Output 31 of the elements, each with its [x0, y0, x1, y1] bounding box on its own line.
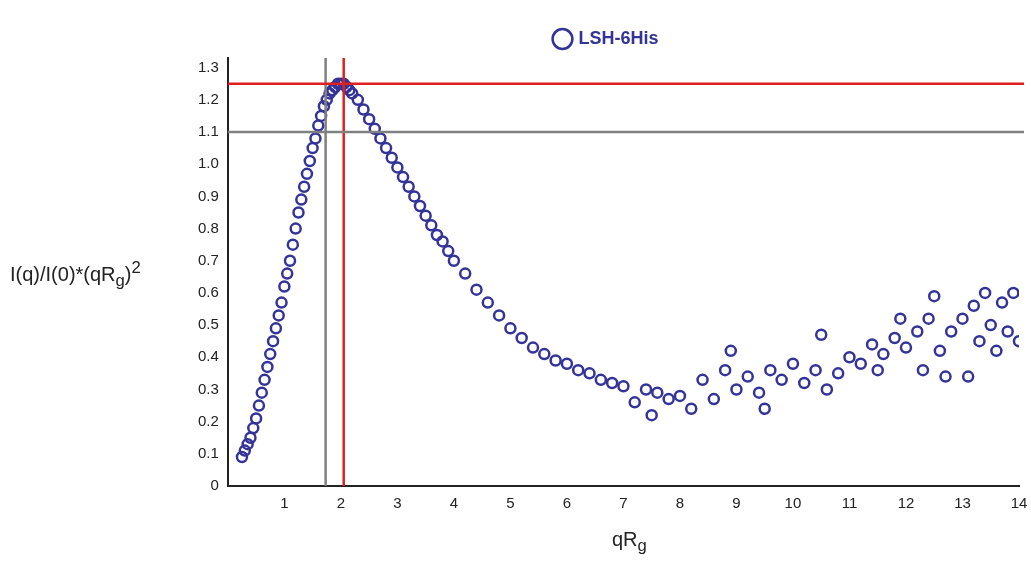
x-tick-label: 5	[506, 494, 515, 512]
y-tick-label: 0.3	[197, 379, 219, 397]
y-tick-label: 0.8	[197, 218, 219, 236]
y-tick-label: 0.9	[197, 186, 219, 204]
y-tick-label: 0.4	[197, 347, 219, 365]
y-axis-title: I(q)/I(0)*(qR$_{g}$)$^{2}$	[10, 258, 141, 291]
x-tick-label: 3	[393, 494, 402, 512]
x-tick-label: 14	[1010, 494, 1028, 512]
x-tick-label: 7	[619, 494, 628, 512]
y-tick-label: 1.1	[197, 122, 219, 140]
y-tick-label: 0.2	[197, 411, 219, 429]
y-tick-label: 1.3	[197, 57, 219, 75]
y-tick-label: 1.2	[197, 89, 219, 107]
y-tick-label: 0.6	[197, 283, 219, 301]
y-tick-label: 0.1	[197, 443, 219, 461]
x-tick-label: 2	[336, 494, 346, 512]
x-tick-label: 6	[562, 494, 572, 512]
x-tick-label: 11	[841, 494, 858, 512]
x-tick-label: 13	[954, 494, 971, 512]
x-axis-title: qR$_{g}$	[612, 528, 647, 556]
y-tick-label: 1.0	[197, 154, 219, 172]
x-tick-label: 4	[449, 494, 459, 512]
x-tick-label: 12	[897, 494, 915, 512]
y-tick-label: 0.5	[197, 315, 219, 333]
x-tick-label: 10	[784, 494, 802, 512]
y-tick-label: 0	[210, 476, 219, 494]
y-tick-label: 0.7	[197, 250, 219, 268]
x-tick-label: 1	[280, 494, 289, 512]
x-tick-label: 8	[675, 494, 685, 512]
x-tick-label: 9	[732, 494, 741, 512]
legend-label: LSH-6His	[578, 27, 659, 48]
